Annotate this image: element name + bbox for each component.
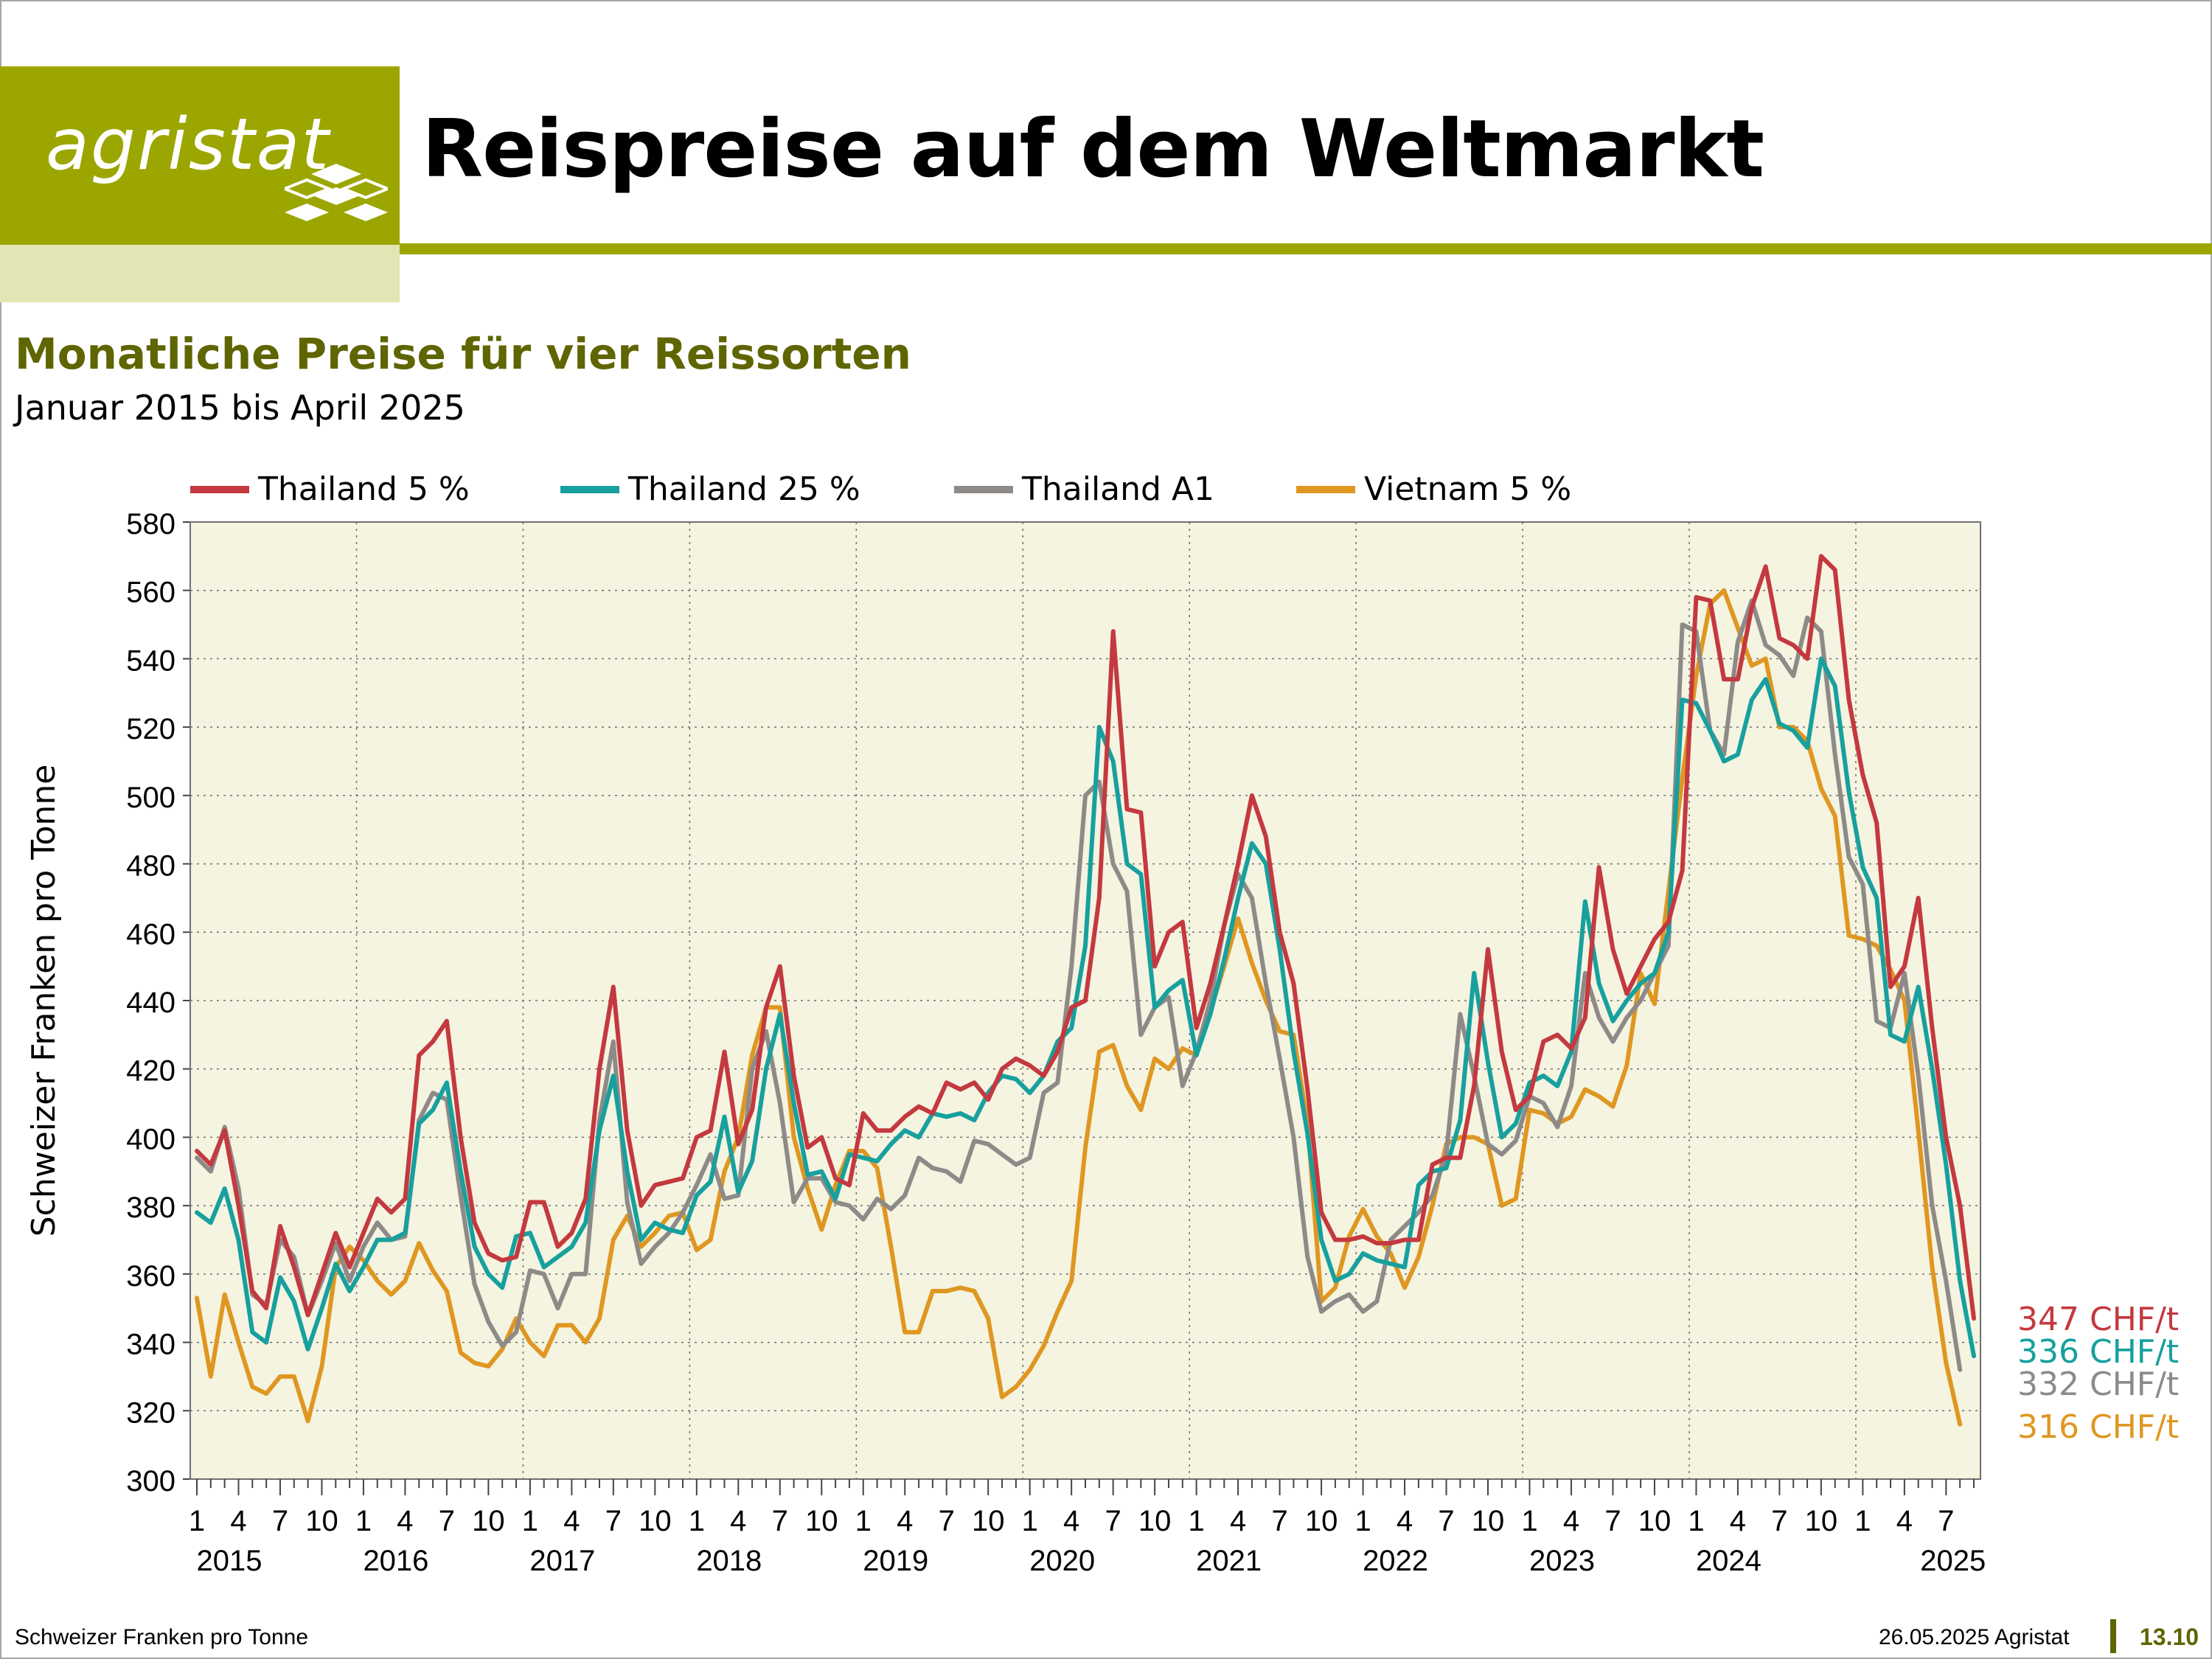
x-tick-label: 7 <box>1105 1505 1121 1537</box>
x-year-label: 2019 <box>863 1545 928 1577</box>
x-year-label: 2018 <box>696 1545 762 1577</box>
x-tick-label: 10 <box>1138 1505 1172 1537</box>
y-tick-label: 320 <box>126 1397 175 1429</box>
x-tick-label: 4 <box>1730 1505 1746 1537</box>
x-tick-label: 7 <box>1438 1505 1454 1537</box>
x-tick-label: 1 <box>1022 1505 1038 1537</box>
series-line-3 <box>195 588 1963 1427</box>
x-tick-label: 10 <box>1805 1505 1838 1537</box>
x-year-label: 2015 <box>197 1545 262 1577</box>
x-tick-label: 10 <box>972 1505 1005 1537</box>
legend-label-2: Thailand A1 <box>1021 470 1214 508</box>
x-tick-label: 4 <box>1896 1505 1913 1537</box>
x-tick-label: 1 <box>189 1505 205 1537</box>
x-tick-label: 10 <box>1305 1505 1338 1537</box>
y-tick-label: 480 <box>126 850 175 883</box>
x-tick-label: 4 <box>897 1505 913 1537</box>
series-line-0 <box>195 554 1976 1321</box>
x-tick-label: 7 <box>1938 1505 1954 1537</box>
x-tick-label: 10 <box>1472 1505 1505 1537</box>
x-tick-label: 7 <box>1604 1505 1621 1537</box>
header-rule <box>400 243 2212 254</box>
x-tick-label: 10 <box>305 1505 338 1537</box>
x-tick-label: 1 <box>1854 1505 1871 1537</box>
x-tick-label: 1 <box>855 1505 872 1537</box>
x-tick-label: 7 <box>772 1505 788 1537</box>
series-line-1 <box>195 656 1976 1359</box>
end-value-label-3: 316 CHF/t <box>2017 1408 2179 1446</box>
x-tick-label: 4 <box>730 1505 746 1537</box>
x-tick-label: 4 <box>230 1505 246 1537</box>
x-tick-label: 1 <box>1189 1505 1205 1537</box>
end-value-label-0: 347 CHF/t <box>2017 1301 2179 1338</box>
x-tick-label: 4 <box>1563 1505 1579 1537</box>
x-tick-label: 7 <box>605 1505 622 1537</box>
y-tick-label: 360 <box>126 1260 175 1293</box>
x-tick-label: 7 <box>1771 1505 1787 1537</box>
agristat-logo <box>0 66 400 245</box>
y-axis-title: Schweizer Franken pro Tonne <box>25 765 63 1237</box>
x-tick-label: 4 <box>397 1505 413 1537</box>
x-tick-label: 7 <box>439 1505 455 1537</box>
end-value-label-1: 336 CHF/t <box>2017 1333 2179 1371</box>
x-tick-label: 7 <box>1271 1505 1287 1537</box>
footer-divider <box>2110 1619 2116 1653</box>
y-tick-label: 520 <box>126 713 175 745</box>
x-tick-label: 1 <box>1688 1505 1704 1537</box>
x-year-label: 2024 <box>1696 1545 1761 1577</box>
legend-label-1: Thailand 25 % <box>627 470 860 508</box>
x-year-label: 2020 <box>1029 1545 1095 1577</box>
y-tick-label: 500 <box>126 782 175 814</box>
legend-label-3: Vietnam 5 % <box>1364 470 1571 508</box>
x-year-label: 2021 <box>1196 1545 1262 1577</box>
x-year-label: 2017 <box>529 1545 595 1577</box>
x-tick-label: 7 <box>272 1505 288 1537</box>
x-year-label: 2016 <box>363 1545 428 1577</box>
y-tick-label: 400 <box>126 1123 175 1155</box>
y-tick-label: 560 <box>126 577 175 609</box>
logo-underlay <box>0 245 400 302</box>
x-tick-label: 10 <box>472 1505 505 1537</box>
chart-title: Monatliche Preise für vier Reissorten <box>15 329 911 379</box>
x-tick-label: 10 <box>1638 1505 1672 1537</box>
chart-period: Januar 2015 bis April 2025 <box>15 388 465 428</box>
x-tick-label: 10 <box>805 1505 838 1537</box>
logo-diamond-icon <box>285 164 388 221</box>
y-tick-label: 380 <box>126 1192 175 1224</box>
x-tick-label: 4 <box>1397 1505 1413 1537</box>
logo-wordmark: agristat <box>46 103 331 186</box>
footer-unit: Schweizer Franken pro Tonne <box>15 1625 308 1649</box>
legend-label-0: Thailand 5 % <box>257 470 470 508</box>
y-tick-label: 460 <box>126 918 175 950</box>
x-tick-label: 10 <box>639 1505 672 1537</box>
y-tick-label: 540 <box>126 644 175 677</box>
x-year-label: 2023 <box>1529 1545 1595 1577</box>
x-tick-label: 1 <box>689 1505 705 1537</box>
x-year-label: 2025 <box>1920 1545 1986 1577</box>
y-tick-label: 420 <box>126 1055 175 1088</box>
x-tick-label: 4 <box>563 1505 580 1537</box>
page-title: Reispreise auf dem Weltmarkt <box>422 103 1764 195</box>
x-tick-label: 1 <box>355 1505 372 1537</box>
x-tick-label: 7 <box>939 1505 955 1537</box>
price-line-chart: 300 320 340 360 380 400 420 440 460 480 500 520 540 5… <box>25 470 2179 1577</box>
y-tick-label: 300 <box>126 1465 175 1498</box>
x-year-label: 2022 <box>1363 1545 1428 1577</box>
x-tick-label: 1 <box>1521 1505 1537 1537</box>
y-tick-label: 440 <box>126 987 175 1019</box>
y-tick-label: 580 <box>126 508 175 540</box>
footer-date-source: 26.05.2025 Agristat <box>1879 1625 2070 1649</box>
y-tick-label: 340 <box>126 1329 175 1361</box>
x-tick-label: 4 <box>1063 1505 1079 1537</box>
series-line-2 <box>195 598 1963 1372</box>
end-value-label-2: 332 CHF/t <box>2017 1366 2179 1403</box>
x-tick-label: 1 <box>1354 1505 1371 1537</box>
footer-page-number: 13.10 <box>2140 1624 2199 1650</box>
x-tick-label: 1 <box>522 1505 538 1537</box>
x-tick-label: 4 <box>1230 1505 1246 1537</box>
